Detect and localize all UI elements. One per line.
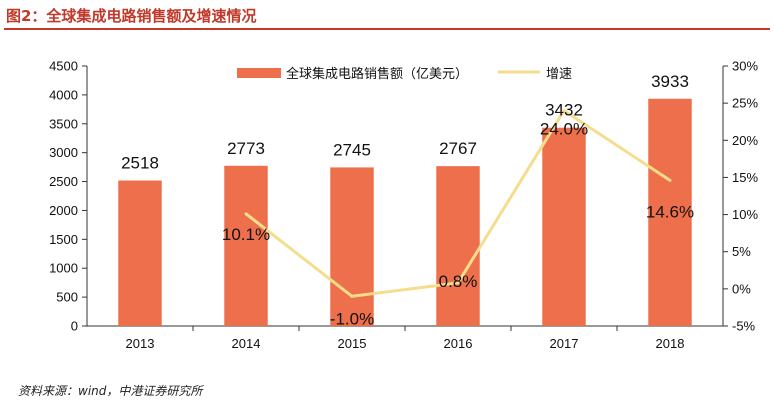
- left-tick-label: 2500: [49, 174, 78, 189]
- right-tick-label: 25%: [732, 96, 758, 111]
- x-tick-label: 2015: [338, 336, 367, 351]
- right-tick-label: 15%: [732, 170, 758, 185]
- growth-value-label: -1.0%: [330, 309, 374, 328]
- left-tick-label: 3000: [49, 145, 78, 160]
- x-tick-label: 2017: [550, 336, 579, 351]
- growth-value-label: 24.0%: [540, 120, 588, 139]
- chart-legend: 全球集成电路销售额（亿美元） 增速: [237, 66, 572, 82]
- right-tick-label: 10%: [732, 207, 758, 222]
- source-note: 资料来源：wind，中港证券研究所: [18, 384, 203, 398]
- x-tick-label: 2016: [444, 336, 473, 351]
- bar-value-label: 2518: [121, 154, 159, 173]
- bar-2015: [330, 167, 374, 326]
- x-tick-label: 2018: [656, 336, 685, 351]
- bar-2018: [648, 98, 692, 326]
- bar-value-label: 2745: [333, 140, 371, 159]
- bar-2013: [118, 180, 162, 326]
- left-tick-label: 0: [71, 319, 78, 334]
- growth-value-label: 14.6%: [646, 202, 694, 221]
- x-tick-label: 2014: [232, 336, 261, 351]
- right-tick-label: 0%: [732, 281, 751, 296]
- bar-2014: [224, 165, 268, 326]
- bar-value-label: 3933: [651, 72, 689, 91]
- left-tick-label: 500: [56, 290, 78, 305]
- left-tick-label: 1500: [49, 232, 78, 247]
- legend-line-label: 增速: [546, 67, 572, 82]
- bar-value-label: 2773: [227, 139, 265, 158]
- bar-value-label: 3432: [545, 101, 583, 120]
- growth-point-2015: [350, 294, 354, 298]
- figure-title: 图2：全球集成电路销售额及增速情况: [4, 2, 770, 30]
- legend-bar-swatch: [237, 68, 281, 78]
- right-tick-label: 20%: [732, 133, 758, 148]
- growth-value-label: 0.8%: [439, 272, 478, 291]
- growth-point-2018: [668, 178, 672, 182]
- right-tick-label: 30%: [732, 59, 758, 74]
- right-tick-label: -5%: [732, 319, 756, 334]
- left-tick-label: 4500: [49, 59, 78, 74]
- growth-point-2016: [456, 281, 460, 285]
- growth-point-2017: [562, 109, 566, 113]
- right-tick-label: 5%: [732, 244, 751, 259]
- left-tick-label: 2000: [49, 203, 78, 218]
- bar-value-label: 2767: [439, 139, 477, 158]
- left-tick-label: 4000: [49, 87, 78, 102]
- bar-2016: [436, 166, 480, 326]
- bar-2017: [542, 127, 586, 326]
- growth-point-2014: [244, 212, 248, 216]
- left-tick-label: 1000: [49, 261, 78, 276]
- legend-bar-label: 全球集成电路销售额（亿美元）: [286, 66, 468, 82]
- left-tick-label: 3500: [49, 116, 78, 131]
- x-tick-label: 2013: [126, 336, 155, 351]
- growth-value-label: 10.1%: [222, 225, 270, 244]
